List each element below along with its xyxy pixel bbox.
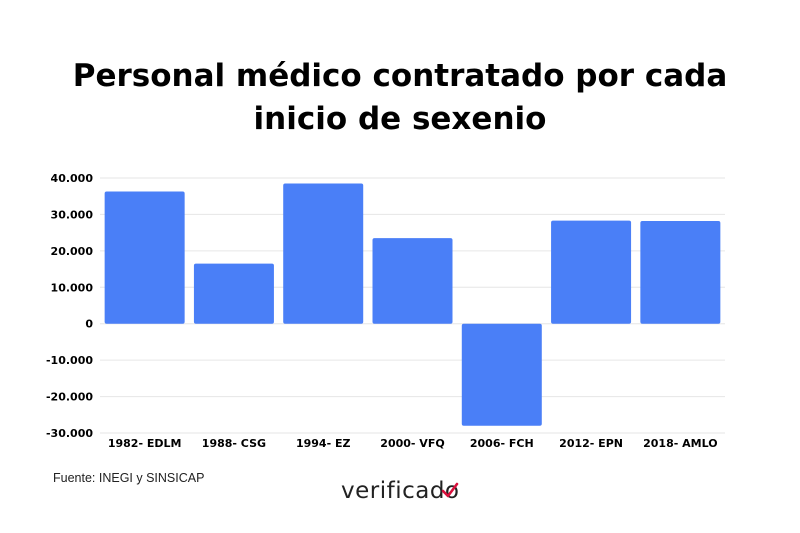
bar-2012-epn [551, 220, 632, 324]
x-axis-ticks: 1982- EDLM 1988- CSG 1994- EZ 2000- VFQ 2006… [108, 437, 718, 450]
y-tick-label: 30.000 [51, 208, 94, 221]
y-axis-ticks: 40.000 30.000 20.000 10.000 0 -10.000 -20.000 -… [46, 172, 93, 440]
bar-2006-fch [461, 323, 542, 426]
x-tick-label: 1988- CSG [202, 437, 266, 450]
y-tick-label: 20.000 [51, 245, 94, 258]
x-tick-label: 2000- VFQ [380, 437, 444, 450]
x-tick-label: 2018- AMLO [643, 437, 717, 450]
bar-1982-edlm [104, 191, 185, 324]
chart-title: Personal médico contratado por cada inic… [0, 55, 800, 141]
bars [104, 183, 721, 426]
checkmark-icon [441, 482, 459, 498]
x-tick-label: 2006- FCH [470, 437, 534, 450]
y-tick-label: -30.000 [46, 427, 93, 440]
chart-title-line-2: inicio de sexenio [253, 101, 547, 137]
bar-2018-amlo [640, 220, 721, 324]
y-tick-label: 0 [85, 318, 93, 331]
y-tick-label: -20.000 [46, 391, 93, 404]
chart-title-line-1: Personal médico contratado por cada [72, 58, 728, 94]
logo-text: verificado [341, 478, 460, 504]
source-note: Fuente: INEGI y SINSICAP [53, 471, 205, 485]
y-tick-label: -10.000 [46, 354, 93, 367]
x-tick-label: 2012- EPN [559, 437, 623, 450]
y-tick-label: 40.000 [51, 172, 94, 185]
verificado-logo: verificado [341, 478, 460, 504]
bar-1988-csg [193, 263, 274, 324]
bar-2000-vfq [372, 238, 453, 324]
x-tick-label: 1994- EZ [296, 437, 351, 450]
x-tick-label: 1982- EDLM [108, 437, 182, 450]
bar-1994-ez [283, 183, 364, 324]
y-tick-label: 10.000 [51, 281, 94, 294]
